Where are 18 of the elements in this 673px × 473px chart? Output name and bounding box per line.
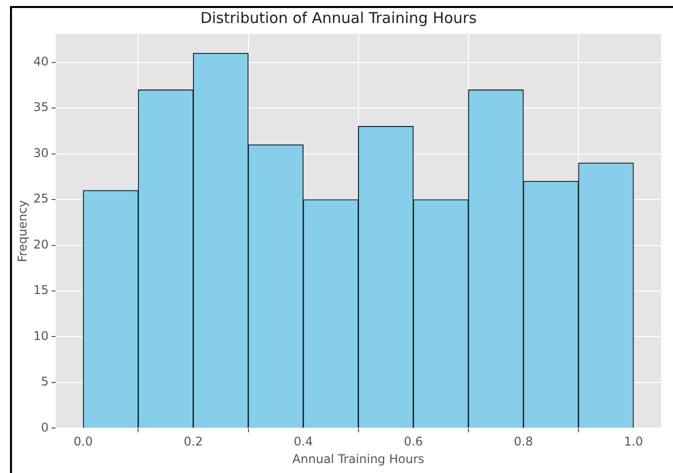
x-tick-label: 0.6 xyxy=(404,434,423,449)
y-tick-label: 5 xyxy=(41,374,49,389)
y-tick-label: 25 xyxy=(33,192,49,206)
x-tick-label: 1.0 xyxy=(624,434,644,449)
y-tick-label: 30 xyxy=(33,146,49,160)
y-axis-title: Frequency xyxy=(15,200,30,262)
chart-title: Distribution of Annual Training Hours xyxy=(200,8,477,27)
x-tick-label: 0.2 xyxy=(184,434,203,449)
y-tick-label: 0 xyxy=(41,420,49,434)
x-tick-label: 0.8 xyxy=(514,434,533,449)
y-tick-label: 40 xyxy=(33,54,49,68)
y-tick-label: 20 xyxy=(33,237,49,252)
x-tick-label: 0.4 xyxy=(294,434,313,449)
y-tick-label: 15 xyxy=(33,283,49,298)
y-tick-label: 35 xyxy=(33,100,49,114)
x-axis-title: Annual Training Hours xyxy=(292,452,424,466)
y-tick-label: 10 xyxy=(33,328,49,343)
x-tick-label: 0.0 xyxy=(74,434,93,449)
